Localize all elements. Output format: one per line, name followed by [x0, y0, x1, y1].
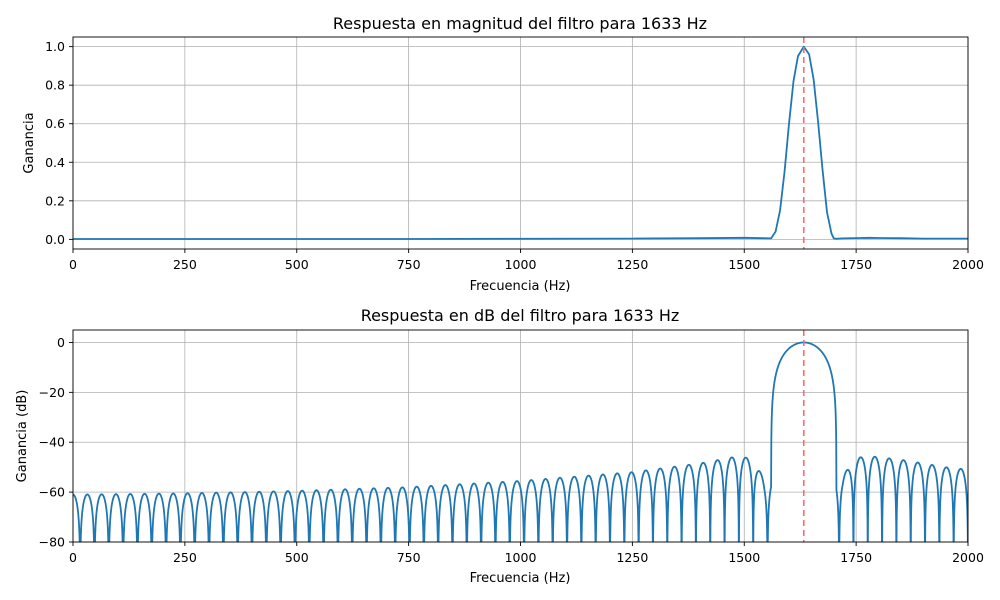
- db-curve-group: [73, 341, 968, 542]
- magnitude-x-tick-label: 1000: [505, 257, 537, 272]
- magnitude-curve-group: [73, 45, 968, 240]
- db-y-ticks: −80 −60 −40 −20 0: [39, 335, 73, 550]
- db-x-tick-label: 1500: [728, 550, 760, 565]
- magnitude-x-axis-label: Frecuencia (Hz): [470, 279, 571, 294]
- magnitude-chart: Respuesta en magnitud del filtro para 16…: [22, 14, 984, 294]
- db-x-tick-label: 1750: [840, 550, 872, 565]
- magnitude-y-tick-label: 0.4: [45, 155, 65, 170]
- magnitude-x-tick-label: 250: [173, 257, 197, 272]
- magnitude-x-ticks: 0 250 500 750 1000 1250 1500 1750 2000: [69, 249, 984, 272]
- db-y-tick-label: 0: [57, 335, 65, 350]
- magnitude-y-tick-label: 1.0: [45, 39, 65, 54]
- magnitude-x-tick-label: 1250: [616, 257, 648, 272]
- magnitude-x-tick-label: 2000: [952, 257, 984, 272]
- magnitude-y-tick-label: 0.8: [45, 78, 65, 93]
- magnitude-chart-title: Respuesta en magnitud del filtro para 16…: [333, 14, 707, 33]
- magnitude-x-tick-label: 750: [397, 257, 421, 272]
- magnitude-x-tick-label: 0: [69, 257, 77, 272]
- db-x-tick-label: 2000: [952, 550, 984, 565]
- magnitude-x-tick-label: 1500: [728, 257, 760, 272]
- magnitude-y-tick-label: 0.6: [45, 116, 65, 131]
- magnitude-series-line: [73, 45, 968, 240]
- db-y-tick-label: −40: [39, 435, 65, 450]
- db-y-tick-label: −20: [39, 385, 65, 400]
- db-y-tick-label: −80: [39, 535, 65, 550]
- magnitude-y-axis-label: Ganancia: [22, 112, 37, 173]
- magnitude-grid: [72, 37, 969, 249]
- db-chart-title: Respuesta en dB del filtro para 1633 Hz: [361, 306, 680, 325]
- db-series-line: [73, 341, 968, 542]
- db-x-tick-label: 0: [69, 550, 77, 565]
- db-y-tick-label: −60: [39, 485, 65, 500]
- db-x-ticks: 0 250 500 750 1000 1250 1500 1750 2000: [69, 542, 984, 565]
- magnitude-x-tick-label: 500: [285, 257, 309, 272]
- db-x-tick-label: 1000: [505, 550, 537, 565]
- magnitude-y-ticks: 0.0 0.2 0.4 0.6 0.8 1.0: [45, 39, 73, 247]
- db-x-tick-label: 1250: [616, 550, 648, 565]
- db-x-tick-label: 250: [173, 550, 197, 565]
- magnitude-y-tick-label: 0.2: [45, 193, 65, 208]
- db-y-axis-label: Ganancia (dB): [15, 390, 30, 483]
- db-grid: [72, 330, 969, 543]
- db-x-tick-label: 500: [285, 550, 309, 565]
- db-x-axis-label: Frecuencia (Hz): [470, 571, 571, 586]
- db-x-tick-label: 750: [397, 550, 421, 565]
- db-chart: Respuesta en dB del filtro para 1633 Hz …: [15, 306, 984, 586]
- magnitude-y-tick-label: 0.0: [45, 232, 65, 247]
- magnitude-x-tick-label: 1750: [840, 257, 872, 272]
